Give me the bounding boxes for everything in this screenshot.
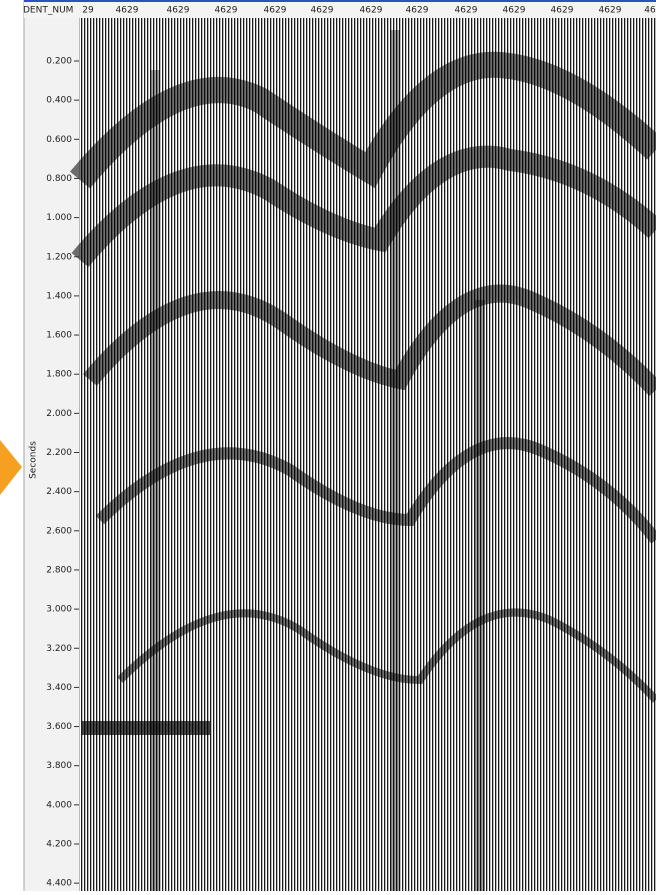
time-label: 3.600 [46,722,72,732]
time-label: 2.400 [46,487,72,497]
time-label: 4.000 [46,800,72,810]
time-label: 0.400 [46,96,72,106]
time-label: 4.200 [46,840,72,850]
trace-header: 4629 [551,6,574,16]
header-label: DENT_NUM [23,6,73,16]
trace-header: 4629 [311,6,334,16]
time-label: 2.600 [46,526,72,536]
trace-header: 4629 [406,6,429,16]
trace-header: 4629 [360,6,383,16]
time-label: 1.600 [46,331,72,341]
time-label: 0.200 [46,57,72,67]
seismic-viewer: Seconds DENT_NUM 29 4629 4629 4629 4629 4629 4… [0,0,656,891]
time-label: 3.400 [46,683,72,693]
trace-header: 4629 [167,6,190,16]
time-label: 0.800 [46,174,72,184]
time-label: 0.600 [46,135,72,145]
trace-header: 46 [644,6,656,16]
trace-header: 4629 [264,6,287,16]
trace-header: 4629 [116,6,139,16]
axis-title: Seconds [29,441,39,479]
time-label: 1.400 [46,291,72,301]
time-label: 2.000 [46,409,72,419]
trace-header: 4629 [503,6,526,16]
time-label: 2.800 [46,565,72,575]
trace-header: 4629 [599,6,622,16]
time-label: 3.000 [46,605,72,615]
trace-header: 4629 [455,6,478,16]
time-label: 4.400 [46,879,72,889]
trace-header: 4629 [215,6,238,16]
trace-header: 29 [82,6,94,16]
time-label: 1.800 [46,370,72,380]
time-label: 1.000 [46,213,72,223]
time-label: 1.200 [46,252,72,262]
time-label: 3.800 [46,761,72,771]
time-label: 3.200 [46,644,72,654]
time-label: 2.200 [46,448,72,458]
